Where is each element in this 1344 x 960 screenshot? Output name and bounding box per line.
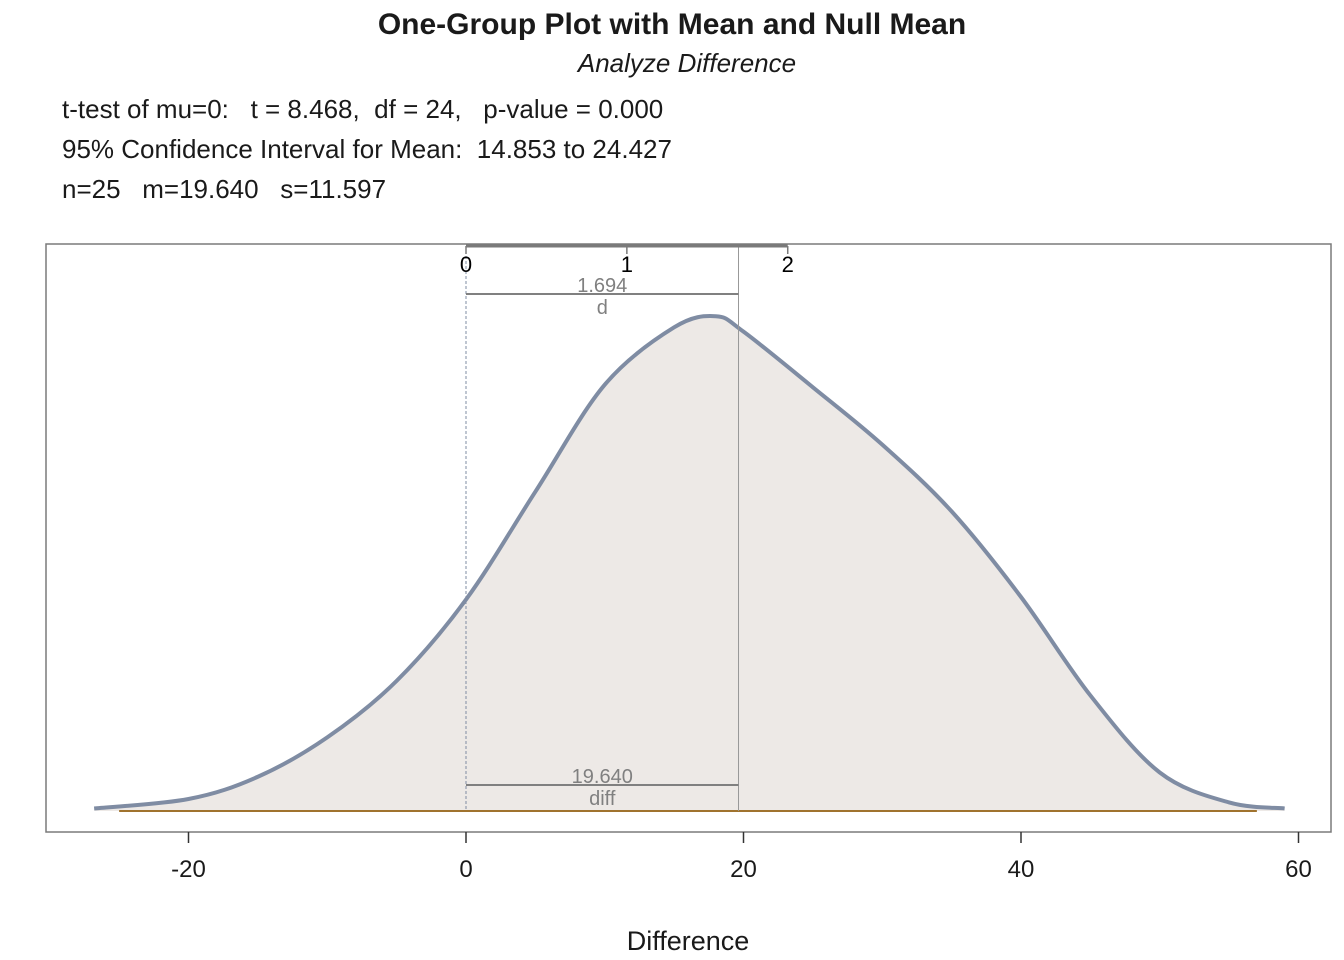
x-axis-tick-label: -20 [171, 856, 206, 883]
chart-subtitle: Analyze Difference [577, 48, 797, 78]
effect-d-value: 1.694 [577, 275, 627, 297]
stats-line-ttest: t-test of mu=0: t = 8.468, df = 24, p-va… [62, 94, 664, 124]
diff-value: 19.640 [572, 766, 633, 788]
x-axis-tick-label: 40 [1008, 856, 1035, 883]
top-axis-tick-label: 1 [621, 252, 633, 277]
x-axis-tick-label: 0 [459, 856, 472, 883]
x-axis-tick-label: 60 [1285, 856, 1312, 883]
effect-d-label: d [597, 297, 608, 319]
plot-frame [45, 243, 1332, 833]
stats-line-summary: n=25 m=19.640 s=11.597 [62, 174, 387, 204]
x-axis-tick-label: 20 [730, 856, 757, 883]
top-axis-tick-label: 0 [460, 252, 472, 277]
stats-line-ci: 95% Confidence Interval for Mean: 14.853… [62, 134, 672, 164]
chart-title: One-Group Plot with Mean and Null Mean [377, 8, 967, 41]
x-axis-title: Difference [627, 926, 750, 956]
density-curve [93, 314, 1285, 811]
density-fill [94, 316, 1285, 811]
top-axis-tick-label: 2 [782, 252, 794, 277]
diff-label: diff [589, 788, 616, 810]
